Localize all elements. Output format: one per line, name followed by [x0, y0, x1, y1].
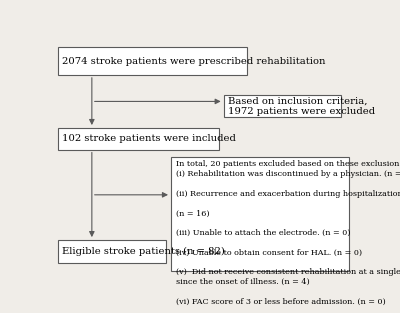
Text: Eligible stroke patients (n = 82): Eligible stroke patients (n = 82): [62, 247, 225, 256]
FancyBboxPatch shape: [171, 157, 349, 271]
FancyBboxPatch shape: [224, 95, 342, 117]
Text: In total, 20 patients excluded based on these exclusion criteria:
(i) Rehabilita: In total, 20 patients excluded based on …: [176, 161, 400, 306]
Text: Based on inclusion criteria,
1972 patients were excluded: Based on inclusion criteria, 1972 patien…: [228, 96, 375, 116]
FancyBboxPatch shape: [58, 47, 247, 75]
Text: 2074 stroke patients were prescribed rehabilitation: 2074 stroke patients were prescribed reh…: [62, 57, 326, 65]
FancyBboxPatch shape: [58, 128, 219, 150]
Text: 102 stroke patients were included: 102 stroke patients were included: [62, 134, 236, 143]
FancyBboxPatch shape: [58, 240, 166, 263]
